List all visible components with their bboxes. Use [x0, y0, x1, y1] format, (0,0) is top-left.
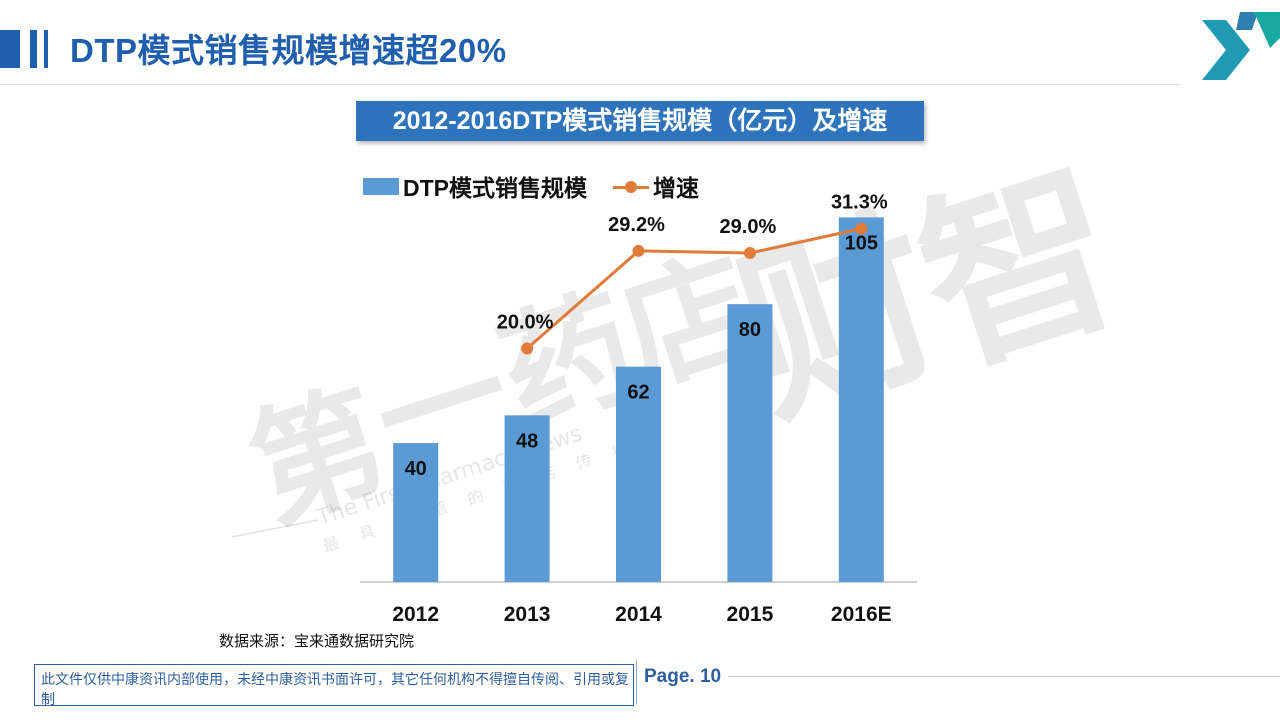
bar-value-label: 105	[845, 232, 878, 254]
bar-2015	[727, 304, 773, 582]
footer-divider	[636, 660, 637, 704]
growth-value-label: 29.2%	[608, 214, 665, 236]
title-accent-bar	[0, 30, 20, 68]
x-tick-label: 2012	[392, 603, 439, 626]
x-tick-label: 2013	[504, 603, 551, 626]
growth-point-2014	[632, 244, 645, 257]
x-tick-label: 2015	[727, 603, 774, 626]
title-accent-bar	[30, 30, 37, 68]
legend-label-sales: DTP模式销售规模	[403, 175, 587, 201]
footer-notice-box: 此文件仅供中康资讯内部使用，未经中康资讯书面许可，其它任何机构不得擅自传阅、引用…	[34, 664, 634, 706]
logo-icon	[1202, 12, 1280, 80]
bar-value-label: 62	[627, 382, 649, 404]
bar-2012	[393, 443, 439, 582]
bar-value-label: 80	[739, 319, 761, 341]
bar-2014	[616, 366, 661, 582]
bar-2013	[504, 415, 550, 582]
title-accent-bar	[44, 30, 48, 68]
bar-2016E	[838, 217, 884, 582]
legend-label-growth: 增速	[653, 175, 699, 201]
growth-point-2015	[743, 247, 756, 260]
page-title: DTP模式销售规模增速超20%	[70, 32, 507, 69]
growth-line	[526, 227, 862, 350]
growth-value-label: 31.3%	[831, 192, 888, 214]
footer-notice: 此文件仅供中康资讯内部使用，未经中康资讯书面许可，其它任何机构不得擅自传阅、引用…	[41, 671, 629, 706]
growth-point-2013	[521, 342, 534, 355]
legend-bar-swatch	[363, 177, 399, 195]
chart-legend: DTP模式销售规模 增速	[363, 170, 699, 202]
chart-title: 2012-2016DTP模式销售规模（亿元）及增速	[356, 101, 924, 141]
title-divider	[0, 84, 1180, 85]
data-source-note: 数据来源：宝来通数据研究院	[219, 633, 415, 650]
x-tick-label: 2016E	[831, 603, 892, 626]
bar-value-label: 48	[516, 430, 538, 452]
growth-point-2016E	[855, 222, 868, 235]
page-number: Page. 10	[644, 666, 722, 687]
growth-value-label: 20.0%	[497, 312, 554, 334]
x-tick-label: 2014	[615, 603, 662, 626]
page-rule	[728, 676, 1280, 677]
bar-value-label: 40	[405, 458, 427, 480]
legend-line-swatch	[613, 178, 649, 195]
growth-value-label: 29.0%	[720, 216, 777, 238]
